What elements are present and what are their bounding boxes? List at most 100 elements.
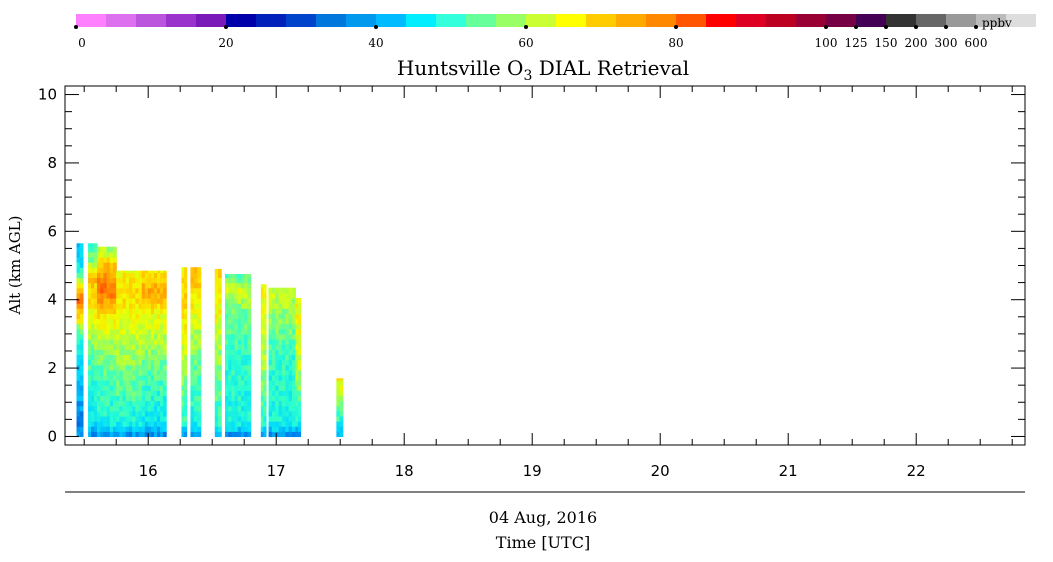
heatmap-cell <box>150 354 155 361</box>
heatmap-cell <box>163 292 167 299</box>
heatmap-cell <box>288 349 293 355</box>
heatmap-cell <box>76 277 81 284</box>
heatmap-cell <box>157 385 161 391</box>
heatmap-cell <box>217 431 222 438</box>
colorbar-swatch <box>316 14 346 27</box>
heatmap-cell <box>297 303 302 309</box>
heatmap-cell <box>214 287 219 294</box>
heatmap-cell <box>153 344 158 350</box>
heatmap-cell <box>157 323 161 330</box>
heatmap-cell <box>76 323 81 330</box>
heatmap-cell <box>214 323 219 330</box>
heatmap-cell <box>153 272 158 279</box>
heatmap-cell <box>129 308 133 314</box>
heatmap-cell <box>336 378 341 381</box>
heatmap-cell <box>160 339 164 345</box>
heatmap-cell <box>275 354 280 361</box>
heatmap-cell <box>241 385 245 391</box>
heatmap-cell <box>288 328 293 335</box>
heatmap-cell <box>228 292 232 299</box>
heatmap-cell <box>103 246 108 253</box>
heatmap-cell <box>241 287 245 294</box>
heatmap-cell <box>292 410 296 417</box>
heatmap-cell <box>119 405 124 412</box>
heatmap-cell <box>237 421 242 427</box>
heatmap-cell <box>94 243 98 248</box>
date-label: 04 Aug, 2016 <box>489 508 597 527</box>
heatmap-cell <box>247 297 252 304</box>
heatmap-cell <box>247 339 252 345</box>
heatmap-cell <box>106 415 111 422</box>
heatmap-cell <box>339 415 344 422</box>
heatmap-cell <box>297 313 302 320</box>
heatmap-cell <box>100 313 104 320</box>
heatmap-cell <box>106 344 111 350</box>
heatmap-cell <box>79 262 84 268</box>
heatmap-cell <box>197 297 202 304</box>
heatmap-cell <box>76 333 81 340</box>
colorbar-swatch <box>196 14 226 27</box>
heatmap-cell <box>79 292 84 299</box>
heatmap-cell <box>91 395 95 402</box>
heatmap-cell <box>271 344 276 350</box>
heatmap-cell <box>76 251 81 258</box>
heatmap-cell <box>163 390 167 397</box>
heatmap-cell <box>160 400 164 407</box>
heatmap-cell <box>285 421 290 427</box>
heatmap-cell <box>129 313 133 320</box>
heatmap-cell <box>285 344 290 350</box>
heatmap-cell <box>122 323 127 330</box>
heatmap-cell <box>184 287 188 294</box>
heatmap-cell <box>135 380 140 386</box>
heatmap-cell <box>247 426 252 432</box>
heatmap-cell <box>234 282 239 289</box>
heatmap-cell <box>190 318 195 325</box>
heatmap-cell <box>197 426 202 432</box>
heatmap-cell <box>150 349 155 355</box>
heatmap-cell <box>271 364 276 371</box>
heatmap-cell <box>217 410 222 417</box>
heatmap-cell <box>76 303 81 309</box>
heatmap-cell <box>225 395 229 402</box>
heatmap-cell <box>144 282 149 289</box>
heatmap-cell <box>339 395 344 402</box>
heatmap-cell <box>132 287 136 294</box>
heatmap-cell <box>268 395 273 402</box>
heatmap-cell <box>106 333 111 340</box>
heatmap-cell <box>97 426 101 432</box>
heatmap-cell <box>247 323 252 330</box>
heatmap-cell <box>214 369 219 376</box>
heatmap-cell <box>150 308 155 314</box>
heatmap-cell <box>247 405 252 412</box>
heatmap-cell <box>160 415 164 422</box>
chart-title-main: Huntsville O <box>397 56 524 80</box>
heatmap-cell <box>217 339 222 345</box>
heatmap-cell <box>79 344 84 350</box>
heatmap-cell <box>141 297 146 304</box>
heatmap-cell <box>241 431 245 438</box>
heatmap-cell <box>79 364 84 371</box>
heatmap-cell <box>122 282 127 289</box>
heatmap-cell <box>129 385 133 391</box>
heatmap-cell <box>228 308 232 314</box>
heatmap-cell <box>247 277 252 284</box>
heatmap-cell <box>271 395 276 402</box>
heatmap-cell <box>125 277 130 284</box>
heatmap-cell <box>278 369 283 376</box>
heatmap-cell <box>295 405 299 412</box>
heatmap-cell <box>197 354 202 361</box>
heatmap-cell <box>184 282 188 289</box>
heatmap-cell <box>190 323 195 330</box>
heatmap-cell <box>181 282 185 289</box>
heatmap-cell <box>157 395 161 402</box>
heatmap-cell <box>113 385 117 391</box>
colorbar-tick-label: 200 <box>905 36 928 50</box>
heatmap-cell <box>295 333 299 340</box>
heatmap-cell <box>97 246 101 253</box>
heatmap-cell <box>113 262 117 268</box>
heatmap-cell <box>228 359 232 366</box>
heatmap-cell <box>79 246 84 253</box>
heatmap-cell <box>116 349 120 355</box>
heatmap-cell <box>141 369 146 376</box>
heatmap-cell <box>116 359 120 366</box>
